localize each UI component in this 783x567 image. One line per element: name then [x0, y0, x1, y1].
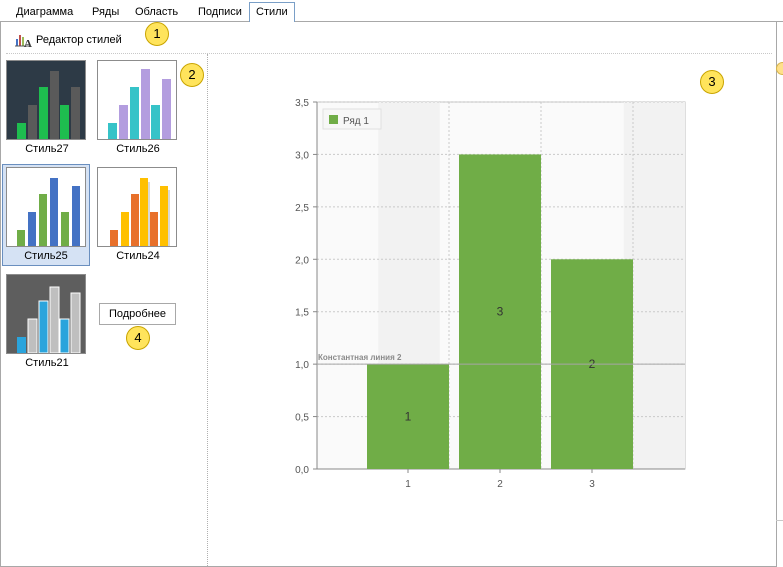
tab-styles[interactable]: Стили: [249, 2, 295, 22]
panel-edge: [776, 520, 783, 521]
svg-text:A: A: [24, 38, 32, 49]
style-editor-button[interactable]: Редактор стилей: [36, 34, 122, 46]
constant-line-label: Константная линия 2: [318, 353, 402, 362]
x-tick-label: 1: [405, 479, 411, 490]
tab-bar-divider: [0, 21, 783, 22]
y-tick-label: 1,5: [295, 308, 309, 319]
toolbar-separator: [6, 53, 772, 54]
more-styles-button[interactable]: Подробнее: [99, 303, 176, 325]
style-thumbnail: [97, 167, 177, 247]
gallery-separator: [207, 54, 208, 566]
bar-data-label: 1: [405, 410, 412, 424]
legend-swatch: [329, 115, 338, 124]
chart-style-icon: A: [12, 31, 32, 50]
bar: [459, 154, 541, 469]
style-thumbnail: [6, 60, 86, 140]
bar: [367, 364, 449, 469]
style-caption: Стиль21: [25, 357, 69, 369]
callout-badge-4: 4: [126, 326, 150, 350]
bar-data-label: 3: [497, 305, 504, 319]
style-item-26[interactable]: Стиль26: [95, 58, 181, 160]
style-caption: Стиль25: [24, 250, 68, 262]
style-item-27[interactable]: Стиль27: [4, 58, 90, 160]
chart-marks: 0,00,51,01,52,02,53,03,5113223Константна…: [295, 98, 685, 490]
style-item-25[interactable]: Стиль25: [2, 164, 90, 266]
y-tick-label: 1,0: [295, 360, 309, 371]
plot-band: [623, 102, 685, 469]
style-caption: Стиль27: [25, 143, 69, 155]
y-tick-label: 3,5: [295, 98, 309, 109]
y-tick-label: 0,0: [295, 465, 309, 476]
tab-series[interactable]: Ряды: [92, 6, 120, 18]
toolbar: A Редактор стилей: [12, 29, 122, 51]
chart-preview[interactable]: 0,00,51,01,52,02,53,03,5113223Константна…: [270, 90, 700, 500]
tab-diagram[interactable]: Диаграмма: [16, 6, 74, 18]
tab-labels[interactable]: Подписи: [198, 6, 242, 18]
callout-badge-2: 2: [180, 63, 204, 87]
y-tick-label: 0,5: [295, 413, 309, 424]
callout-badge-1: 1: [145, 22, 169, 46]
callout-badge-partial: [776, 62, 783, 75]
legend-label: Ряд 1: [343, 116, 369, 127]
style-thumbnail: [6, 274, 86, 354]
tab-bar: Диаграмма Ряды Область Подписи Стили: [0, 0, 783, 23]
callout-badge-3: 3: [700, 70, 724, 94]
style-caption: Стиль26: [116, 143, 160, 155]
style-caption: Стиль24: [116, 250, 160, 262]
y-tick-label: 3,0: [295, 150, 309, 161]
y-tick-label: 2,0: [295, 255, 309, 266]
style-thumbnail: [97, 60, 177, 140]
style-item-21[interactable]: Стиль21: [4, 272, 90, 374]
x-tick-label: 2: [497, 479, 503, 490]
style-item-24[interactable]: Стиль24: [95, 165, 181, 267]
x-tick-label: 3: [589, 479, 595, 490]
style-thumbnail: [6, 167, 86, 247]
tab-area[interactable]: Область: [135, 6, 179, 18]
y-tick-label: 2,5: [295, 203, 309, 214]
